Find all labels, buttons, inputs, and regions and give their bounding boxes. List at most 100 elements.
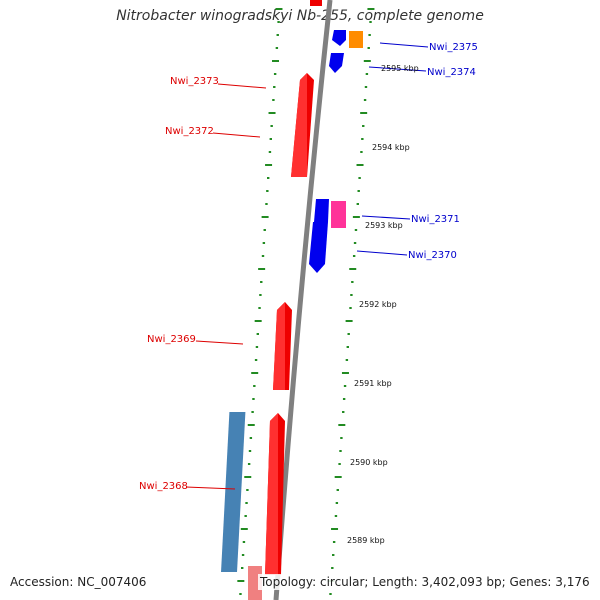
tick-mark (242, 541, 246, 543)
tick-mark (258, 268, 266, 270)
tick-mark (363, 99, 367, 101)
tick-mark (369, 21, 372, 23)
tick-mark (270, 125, 273, 127)
gene-Nwi_2375[interactable] (332, 30, 346, 46)
gene-label[interactable]: Nwi_2368 (139, 481, 188, 492)
scale-label: 2591 kbp (354, 379, 392, 388)
tick-mark (356, 203, 359, 205)
forward-gene-highlight (265, 413, 278, 575)
tick-mark (277, 21, 280, 23)
tick-mark (259, 294, 262, 296)
tick-mark (340, 437, 343, 439)
tick-mark (351, 281, 354, 283)
tick-mark (332, 541, 336, 543)
reverse-gene-arrow[interactable] (314, 199, 329, 222)
tick-mark (338, 424, 346, 426)
tick-mark (247, 463, 251, 465)
reverse-gene-arrow[interactable] (309, 222, 328, 273)
tick-mark (350, 294, 353, 296)
genome-title: Nitrobacter winogradskyi Nb-255, complet… (116, 8, 484, 24)
tick-mark (354, 229, 358, 231)
tick-mark (272, 60, 279, 62)
tick-mark (364, 86, 368, 88)
tick-mark (251, 411, 254, 413)
tick-mark (349, 268, 357, 270)
scale-label: 2595 kbp (381, 64, 419, 73)
accession-label: Accession: NC_007406 (8, 574, 149, 590)
tick-mark (255, 346, 259, 348)
tick-mark (258, 307, 261, 309)
tick-mark (341, 372, 349, 374)
forward-gene-highlight (291, 73, 307, 177)
tick-mark (244, 476, 252, 478)
tick-mark (358, 177, 361, 179)
reverse-gene-arrow[interactable] (329, 53, 344, 73)
reverse-gene-arrow[interactable] (332, 30, 346, 46)
tick-mark (275, 47, 279, 49)
tick-mark (237, 580, 245, 582)
tick-mark (353, 242, 357, 244)
topology-label: Topology: circular; Length: 3,402,093 bp… (258, 574, 592, 590)
scale-label: 2589 kbp (347, 536, 385, 545)
tick-mark (334, 515, 338, 517)
tick-mark (247, 424, 255, 426)
callout-lines (185, 42, 429, 490)
inner-tick-track (237, 8, 283, 595)
tick-mark (360, 112, 368, 114)
gene-Nwi_2373[interactable] (291, 73, 314, 177)
tick-mark (245, 502, 248, 504)
gene-label[interactable]: Nwi_2370 (408, 250, 457, 261)
gene-Nwi_2368[interactable] (265, 413, 285, 575)
tick-mark (367, 8, 375, 10)
rna-gene-pink[interactable] (331, 201, 346, 228)
tick-mark (367, 47, 370, 49)
tick-mark (336, 489, 339, 491)
gene-label[interactable]: Nwi_2369 (147, 334, 196, 345)
tick-mark (268, 151, 272, 153)
scale-label: 2590 kbp (350, 458, 388, 467)
tick-mark (273, 73, 277, 75)
tick-mark (273, 86, 276, 88)
gene-label[interactable]: Nwi_2374 (427, 67, 476, 78)
gene-Nwi_2369[interactable] (273, 302, 292, 390)
gene-Nwi_2370[interactable] (309, 222, 328, 273)
tick-mark (332, 554, 335, 556)
tick-mark (272, 99, 275, 101)
tick-mark (334, 476, 342, 478)
gene-label[interactable]: Nwi_2371 (411, 214, 460, 225)
scale-label: 2593 kbp (365, 221, 403, 230)
tick-mark (239, 593, 242, 595)
tick-mark (335, 502, 339, 504)
rna-gene-orange[interactable] (349, 31, 363, 48)
tick-mark (260, 281, 263, 283)
tick-mark (346, 346, 349, 348)
tick-mark (331, 567, 334, 569)
tick-mark (261, 255, 265, 257)
tick-mark (261, 216, 269, 218)
tick-mark (361, 138, 364, 140)
tick-mark (241, 554, 245, 556)
tick-mark (241, 567, 244, 569)
tick-mark (269, 138, 272, 140)
tick-mark (345, 359, 349, 361)
gene-label[interactable]: Nwi_2372 (165, 126, 214, 137)
gene-Nwi_2371[interactable] (314, 199, 329, 222)
gene-label[interactable]: Nwi_2373 (170, 76, 219, 87)
tick-mark (331, 528, 339, 530)
tick-mark (244, 515, 247, 517)
tick-mark (254, 359, 258, 361)
tick-mark (254, 320, 262, 322)
tick-mark (347, 333, 350, 335)
tick-mark (349, 307, 352, 309)
tick-mark (246, 489, 249, 491)
gene-Nwi_2374[interactable] (329, 53, 344, 73)
tick-mark (276, 34, 279, 36)
tick-mark (267, 177, 270, 179)
tick-mark (253, 385, 256, 387)
tick-mark (357, 190, 360, 192)
forward-gene-highlight (273, 302, 285, 390)
tick-mark (338, 463, 341, 465)
tick-mark (252, 398, 255, 400)
gene-label[interactable]: Nwi_2375 (429, 42, 478, 53)
